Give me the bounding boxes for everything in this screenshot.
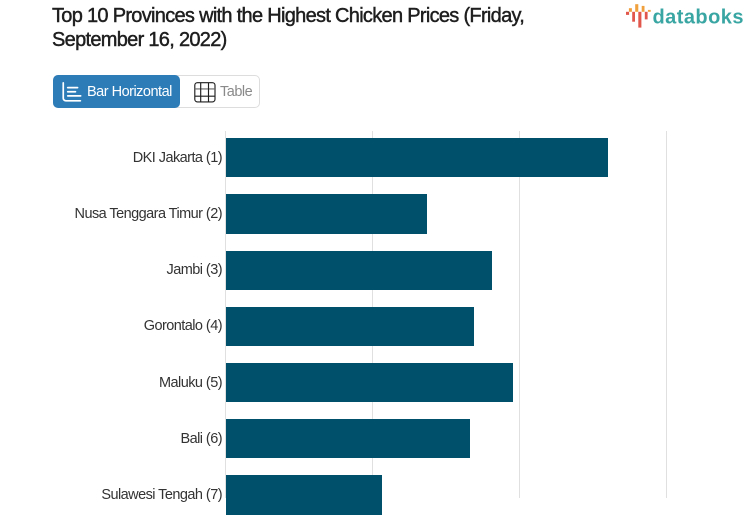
svg-text:databoks: databoks — [653, 7, 744, 29]
